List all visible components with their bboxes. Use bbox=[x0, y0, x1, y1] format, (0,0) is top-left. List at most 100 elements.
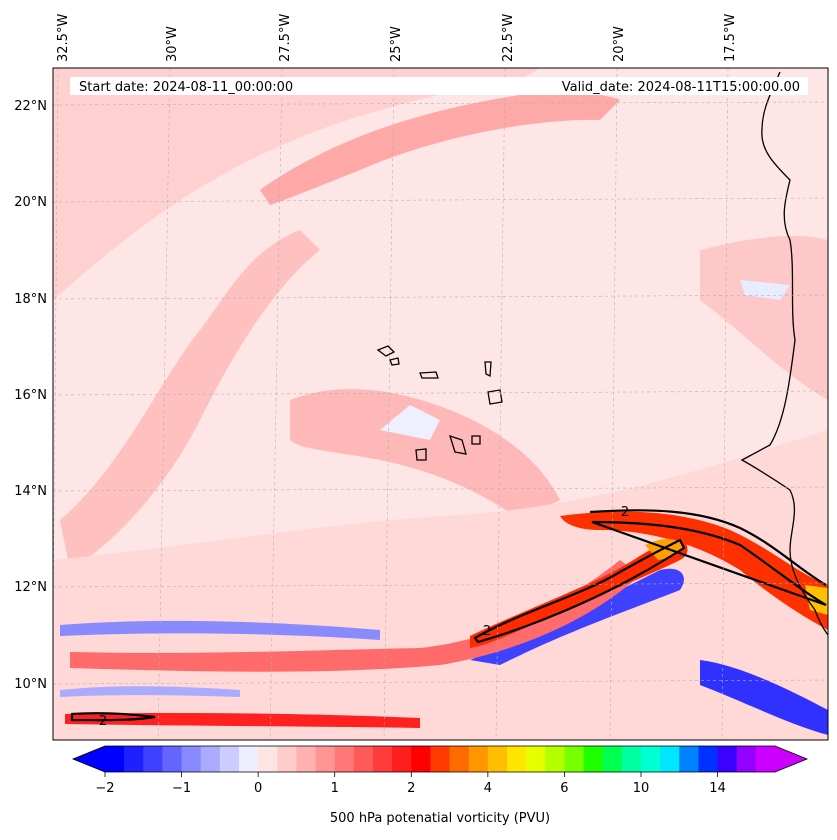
lon-label-27-5w: 27.5°W bbox=[278, 14, 293, 62]
colorbar-tick-label: 0 bbox=[254, 781, 262, 796]
colorbar-tick-label: 14 bbox=[709, 781, 726, 796]
colorbar-cell bbox=[373, 746, 393, 772]
colorbar-min-arrow bbox=[73, 746, 105, 772]
colorbar-cell bbox=[124, 746, 144, 772]
lon-label-22-5w: 22.5°W bbox=[501, 14, 516, 62]
gridlines bbox=[53, 68, 828, 740]
pv-light-blue-patch-2 bbox=[740, 280, 790, 300]
lon-label-25w: 25°W bbox=[389, 26, 404, 62]
colorbar-cell bbox=[296, 746, 316, 772]
colorbar-label: 500 hPa potenatial vorticity (PVU) bbox=[330, 811, 550, 826]
colorbar-cell bbox=[583, 746, 604, 772]
colorbar-tick-label: 10 bbox=[633, 781, 650, 796]
pv-blue-streak-2 bbox=[60, 686, 240, 697]
colorbar-cell bbox=[200, 746, 221, 772]
pv-band-upper bbox=[260, 92, 620, 205]
island-sal bbox=[484, 361, 492, 378]
colorbar-cell bbox=[641, 746, 661, 772]
colorbar-cell bbox=[143, 746, 163, 772]
lat-label-10n: 10°N bbox=[14, 677, 47, 692]
lat-label-12n: 12°N bbox=[14, 580, 47, 595]
colorbar-cell bbox=[507, 746, 527, 772]
colorbar-cell bbox=[315, 746, 336, 772]
lon-label-30w: 30°W bbox=[165, 26, 180, 62]
colorbar-cell bbox=[526, 746, 546, 772]
colorbar-cell bbox=[545, 746, 565, 772]
colorbar-tick-label: 2 bbox=[407, 781, 415, 796]
pv-band-west bbox=[60, 230, 320, 570]
colorbar-cell bbox=[334, 746, 355, 772]
longitude-labels: 32.5°W 30°W 27.5°W 25°W 22.5°W 20°W 17.5… bbox=[56, 14, 738, 62]
pv-blue-streak-3 bbox=[700, 660, 828, 735]
island-santiago bbox=[449, 434, 467, 455]
pv-field bbox=[53, 68, 828, 740]
colorbar-cell bbox=[698, 746, 718, 772]
colorbar-cell bbox=[487, 746, 508, 772]
lon-label-32-5w: 32.5°W bbox=[56, 14, 71, 62]
colorbar-cell bbox=[602, 746, 623, 772]
pv-2-contour-south bbox=[70, 712, 156, 722]
colorbar-cell bbox=[717, 746, 738, 772]
pv-swath-north bbox=[53, 68, 540, 300]
colorbar-cell bbox=[660, 746, 680, 772]
colorbar-cell bbox=[219, 746, 240, 772]
pv-2-contour-east bbox=[589, 509, 827, 607]
island-fogo bbox=[415, 448, 427, 461]
colorbar-tick-label: 4 bbox=[484, 781, 492, 796]
island-maio bbox=[471, 435, 481, 445]
colorbar-tick-label: 6 bbox=[560, 781, 568, 796]
colorbar-cell bbox=[411, 746, 431, 772]
colorbar-max-arrow bbox=[775, 746, 807, 772]
island-boa-vista bbox=[487, 389, 503, 405]
lat-label-16n: 16°N bbox=[14, 388, 47, 403]
colorbar-cell bbox=[736, 746, 757, 772]
island-sao-vicente bbox=[389, 357, 400, 366]
contour-label-south: 2 bbox=[99, 714, 107, 729]
colorbar-cell bbox=[449, 746, 470, 772]
pv-blob-center bbox=[290, 389, 560, 520]
colorbar: −2 −1 0 1 2 4 6 10 14 500 hPa potenatial vortici… bbox=[71, 745, 809, 826]
colorbar-cell bbox=[353, 746, 374, 772]
lat-label-20n: 20°N bbox=[14, 195, 47, 210]
valid-date-label: Valid_date: 2024-08-11T15:00:00.00 bbox=[562, 80, 800, 95]
lat-label-22n: 22°N bbox=[14, 99, 47, 114]
island-santo-antao bbox=[376, 345, 396, 357]
pv-2-contour-main bbox=[473, 538, 686, 644]
colorbar-tick-label: 1 bbox=[331, 781, 339, 796]
contour-label-east: 2 bbox=[621, 505, 629, 520]
colorbar-cell bbox=[277, 746, 297, 772]
colorbar-cell bbox=[564, 746, 584, 772]
colorbar-cell bbox=[679, 746, 699, 772]
pv-light-blue-patch bbox=[380, 405, 440, 440]
colorbar-cell bbox=[392, 746, 412, 772]
island-sao-nicolau bbox=[419, 371, 439, 379]
colorbar-cell bbox=[162, 746, 182, 772]
lon-label-17-5w: 17.5°W bbox=[723, 14, 738, 62]
lat-label-14n: 14°N bbox=[14, 484, 47, 499]
africa-coastline bbox=[740, 71, 828, 636]
lat-label-18n: 18°N bbox=[14, 292, 47, 307]
colorbar-cell bbox=[430, 746, 450, 772]
pv-red-band-west bbox=[70, 560, 640, 672]
pv-blue-streak-1 bbox=[60, 620, 380, 640]
colorbar-cell bbox=[621, 746, 642, 772]
colorbar-cell bbox=[755, 746, 776, 772]
colorbar-ticks: −2 −1 0 1 2 4 6 10 14 bbox=[95, 772, 726, 796]
colorbar-cell bbox=[258, 746, 278, 772]
colorbar-cells bbox=[105, 746, 776, 772]
colorbar-tick-label: −1 bbox=[172, 781, 191, 796]
map-frame bbox=[52, 67, 829, 741]
colorbar-cell bbox=[468, 746, 489, 772]
date-banner bbox=[70, 77, 808, 95]
colorbar-cell bbox=[181, 746, 202, 772]
start-date-label: Start date: 2024-08-11_00:00:00 bbox=[79, 80, 293, 95]
pv-east-field bbox=[700, 235, 828, 400]
colorbar-cell bbox=[239, 746, 259, 772]
colorbar-tick-label: −2 bbox=[95, 781, 114, 796]
colorbar-cell bbox=[105, 746, 125, 772]
lon-label-20w: 20°W bbox=[612, 26, 627, 62]
contour-label-main: 2 bbox=[483, 624, 491, 639]
latitude-labels: 22°N 20°N 18°N 16°N 14°N 12°N 10°N bbox=[14, 99, 47, 692]
